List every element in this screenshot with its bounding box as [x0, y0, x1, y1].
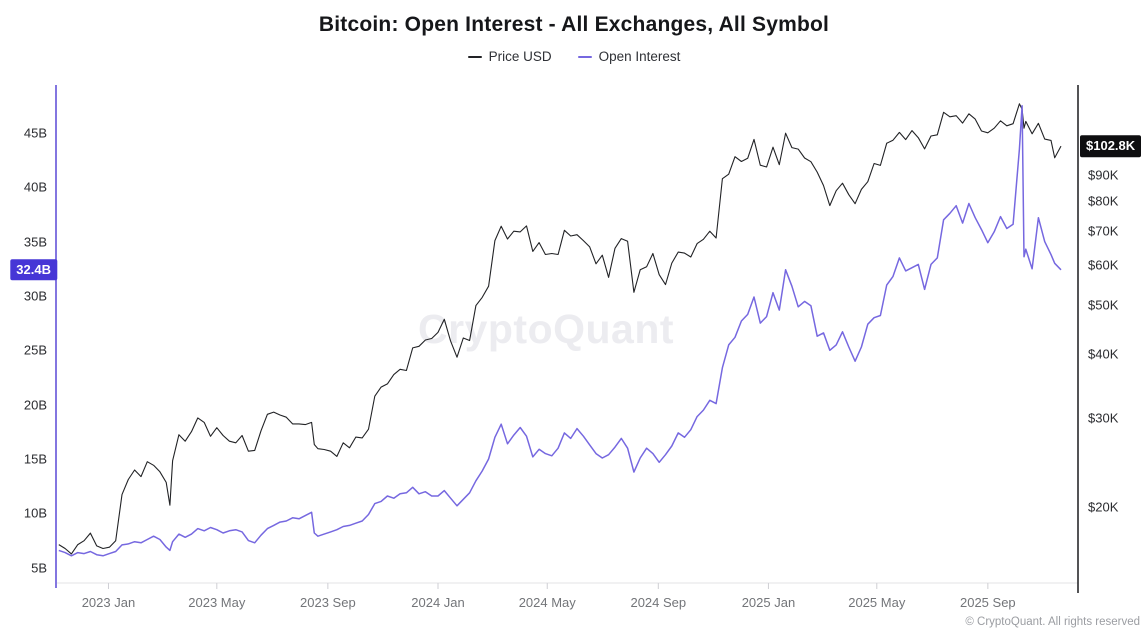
left-axis-tick-label: 35B — [23, 234, 47, 250]
open-interest-line-swatch — [577, 55, 592, 58]
x-axis-tick-label: 2025 Jan — [741, 595, 796, 610]
x-axis-tick-label: 2024 Sep — [630, 595, 687, 610]
x-axis-tick-label: 2023 Jan — [81, 595, 136, 610]
x-axis-tick-label: 2023 Sep — [300, 595, 356, 610]
legend-label-price-usd: Price USD — [488, 49, 552, 64]
x-axis-tick-label: 2025 Sep — [959, 595, 1016, 610]
right-axis-tick-label: $80K — [1088, 193, 1119, 209]
x-axis-tick-label: 2025 May — [848, 595, 906, 610]
x-axis-tick-label: 2024 May — [518, 595, 576, 610]
x-axis-tick-label: 2024 Jan — [411, 595, 465, 610]
copyright-notice: © CryptoQuant. All rights reserved — [965, 616, 1140, 628]
right-axis-tick-label: $70K — [1088, 223, 1119, 239]
right-axis-tick-label: $90K — [1088, 167, 1119, 183]
legend-label-open-interest: Open Interest — [598, 49, 681, 64]
right-axis-tick-label: $40K — [1088, 346, 1119, 362]
chart-legend: Price USD Open Interest — [0, 49, 1148, 64]
chart-title: Bitcoin: Open Interest - All Exchanges, … — [318, 13, 830, 36]
right-axis-tick-label: $50K — [1088, 297, 1119, 313]
legend-item-price-usd[interactable]: Price USD — [467, 49, 552, 64]
left-axis-tick-label: 30B — [23, 288, 47, 304]
price-line-swatch — [467, 55, 482, 58]
left-axis-tick-label: 5B — [31, 560, 47, 576]
cryptoquant-watermark: CryptoQuant — [418, 306, 675, 352]
left-axis-tick-label: 15B — [23, 451, 47, 467]
right-axis-tick-label: $20K — [1088, 499, 1119, 515]
left-axis-tick-label: 10B — [23, 505, 47, 521]
left-axis-tick-label: 20B — [23, 397, 47, 413]
price-current-badge: $102.8K — [1080, 135, 1142, 157]
open-interest-line — [58, 104, 1062, 557]
left-axis-tick-label: 45B — [23, 125, 47, 141]
left-axis-tick-label: 25B — [23, 342, 47, 358]
right-axis-tick-label: $60K — [1088, 257, 1119, 273]
legend-item-open-interest[interactable]: Open Interest — [577, 49, 681, 64]
open-interest-current-badge: 32.4B — [10, 259, 57, 281]
x-axis-tick-label: 2023 May — [188, 595, 246, 610]
right-axis-tick-label: $30K — [1088, 410, 1119, 426]
price-usd-line — [58, 103, 1062, 555]
left-axis-tick-label: 40B — [23, 179, 47, 195]
